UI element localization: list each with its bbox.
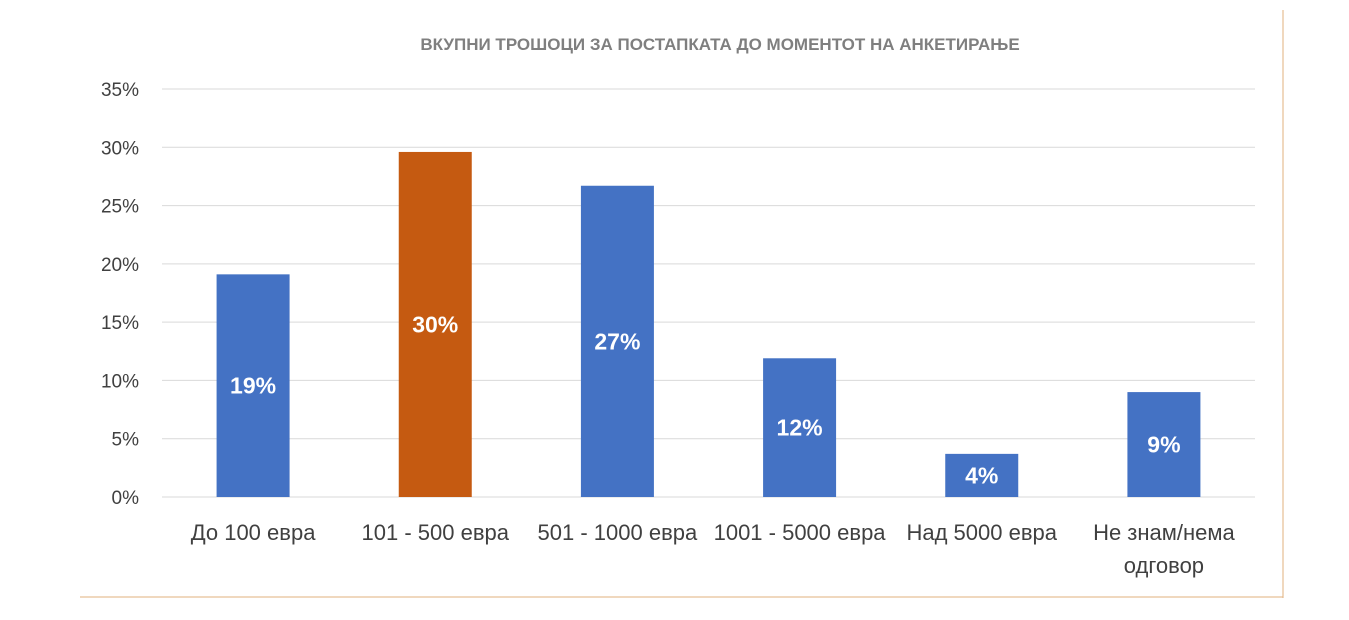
gridlines bbox=[162, 88, 1255, 498]
bar-data-label: 19% bbox=[230, 373, 276, 399]
x-category-label: Не знам/нема одговор bbox=[1093, 520, 1235, 578]
bar-data-label: 30% bbox=[412, 311, 458, 337]
x-axis-category-labels: До 100 евра 101 - 500 евра 501 - 1000 евра… bbox=[191, 520, 1236, 578]
x-category-label: До 100 евра bbox=[191, 520, 316, 545]
bars bbox=[216, 151, 1201, 498]
x-category-label: Над 5000 евра bbox=[906, 520, 1057, 545]
bar-data-label: 4% bbox=[965, 462, 998, 488]
y-tick-label: 15% bbox=[101, 313, 139, 334]
y-tick-label: 5% bbox=[112, 430, 140, 451]
bar-data-label: 12% bbox=[777, 415, 823, 441]
bar bbox=[580, 185, 654, 498]
y-tick-label: 35% bbox=[101, 80, 139, 101]
y-tick-label: 10% bbox=[101, 371, 139, 392]
x-category-label: 101 - 500 евра bbox=[362, 520, 510, 545]
y-axis-tick-labels: 0% 5% 10% 15% 20% 25% 30% 35% bbox=[101, 80, 139, 509]
bar-data-label: 27% bbox=[594, 328, 640, 354]
y-tick-label: 25% bbox=[101, 197, 139, 218]
y-tick-label: 0% bbox=[112, 488, 140, 509]
bar bbox=[763, 358, 837, 497]
data-labels: 19% 30% 27% 12% 4% 9% bbox=[230, 311, 1180, 488]
bar bbox=[945, 453, 1019, 497]
x-category-label: 1001 - 5000 евра bbox=[714, 520, 887, 545]
x-category-label: 501 - 1000 евра bbox=[538, 520, 698, 545]
bar bbox=[398, 151, 472, 497]
bar bbox=[216, 274, 290, 497]
bar-data-label: 9% bbox=[1147, 432, 1180, 458]
y-tick-label: 20% bbox=[101, 255, 139, 276]
bar bbox=[1127, 392, 1201, 497]
chart-title: ВКУПНИ ТРОШОЦИ ЗА ПОСТАПКАТА ДО МОМЕНТОТ… bbox=[420, 35, 1019, 54]
y-tick-label: 30% bbox=[101, 138, 139, 159]
